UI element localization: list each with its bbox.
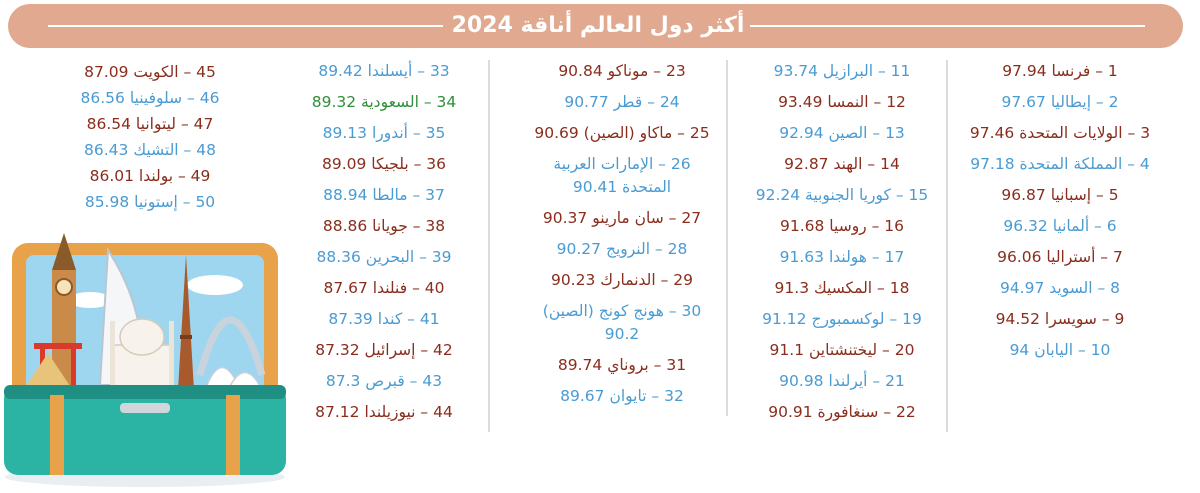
ranking-item: 47 – ليتوانيا 86.54 [86, 115, 214, 133]
ranking-item: 42 – إسرائيل 87.32 [315, 341, 453, 359]
ranking-item: 7 – أستراليا 96.06 [997, 248, 1123, 266]
ranking-item: 28 – النرويج 90.27 [556, 240, 688, 258]
ranking-item: 45 – الكويت 87.09 [84, 63, 216, 81]
ranking-item: 27 – سان مارينو 90.37 [542, 209, 702, 227]
ranking-item: 29 – الدنمارك 90.23 [550, 271, 694, 289]
ranking-item: 43 – قبرص 87.3 [325, 372, 443, 390]
ranking-item: 26 – الإمارات العربية المتحدة 90.41 [553, 155, 691, 196]
ranking-item: 40 – فنلندا 87.67 [323, 279, 445, 297]
ranking-item: 36 – بلجيكا 89.09 [321, 155, 447, 173]
travel-suitcase-illustration [4, 233, 286, 487]
ranking-item: 35 – أندورا 89.13 [322, 124, 446, 142]
banner-rule-left [48, 25, 443, 27]
ranking-item: 13 – الصين 92.94 [779, 124, 905, 142]
ranking-item: 16 – روسيا 91.68 [780, 217, 904, 235]
ranking-item: 10 – اليابان 94 [1009, 341, 1111, 359]
ranking-column-3: 23 – موناكو 90.84 24 – قطر 90.77 25 – ماكا… [530, 60, 728, 416]
ranking-item: 4 – المملكة المتحدة 97.18 [970, 155, 1150, 173]
ranking-item: 15 – كوريا الجنوبية 92.24 [755, 186, 929, 204]
ranking-item: 24 – قطر 90.77 [564, 93, 680, 111]
ranking-item: 6 – ألمانيا 96.32 [1003, 217, 1117, 235]
ranking-item: 44 – نيوزيلندا 87.12 [315, 403, 453, 421]
ranking-item: 32 – تايوان 89.67 [560, 387, 684, 405]
ranking-item: 50 – إستونيا 85.98 [84, 193, 216, 211]
ranking-item: 12 – النمسا 93.49 [778, 93, 906, 111]
ranking-item: 25 – ماكاو (الصين) 90.69 [534, 124, 710, 142]
ranking-item: 23 – موناكو 90.84 [558, 62, 686, 80]
banner-rule-right [750, 25, 1145, 27]
ranking-item: 21 – أيرلندا 90.98 [779, 372, 905, 390]
ranking-item: 9 – سويسرا 94.52 [995, 310, 1125, 328]
ranking-item: 17 – هولندا 91.63 [779, 248, 905, 266]
ranking-item: 33 – أيسلندا 89.42 [318, 62, 450, 80]
ranking-column-4: 33 – أيسلندا 89.42 34 – السعودية 89.32 35 … [292, 60, 490, 432]
ranking-item: 34 – السعودية 89.32 [311, 93, 457, 111]
ranking-item: 2 – إيطاليا 97.67 [1001, 93, 1119, 111]
ranking-item: 11 – البرازيل 93.74 [773, 62, 911, 80]
ranking-item: 30 – هونج كونج (الصين) 90.2 [542, 302, 702, 343]
ranking-item: 38 – جويانا 88.86 [322, 217, 446, 235]
ranking-item: 46 – سلوفينيا 86.56 [80, 89, 220, 107]
ranking-item: 37 – مالطا 88.94 [323, 186, 445, 204]
ranking-item: 1 – فرنسا 97.94 [1002, 62, 1118, 80]
ranking-column-5: 45 – الكويت 87.09 46 – سلوفينيا 86.56 47 –… [58, 60, 242, 216]
ranking-item: 31 – بروناي 89.74 [557, 356, 687, 374]
ranking-item: 19 – لوكسمبورج 91.12 [762, 310, 922, 328]
page-title: أكثر دول العالم أناقة 2024 [451, 13, 745, 38]
ranking-item: 3 – الولايات المتحدة 97.46 [969, 124, 1151, 142]
ranking-item: 5 – إسبانيا 96.87 [1001, 186, 1119, 204]
title-banner: أكثر دول العالم أناقة 2024 [8, 4, 1183, 48]
ranking-item: 48 – التشيك 86.43 [84, 141, 216, 159]
ranking-item: 18 – المكسيك 91.3 [774, 279, 910, 297]
ranking-item: 20 – ليختنشتاين 91.1 [769, 341, 915, 359]
ranking-column-1: 1 – فرنسا 97.94 2 – إيطاليا 97.67 3 – الول… [968, 60, 1152, 370]
ranking-item: 22 – سنغافورة 90.91 [768, 403, 916, 421]
ranking-item: 8 – السويد 94.97 [999, 279, 1121, 297]
ranking-item: 14 – الهند 92.87 [784, 155, 900, 173]
ranking-item: 41 – كندا 87.39 [328, 310, 440, 328]
ranking-item: 39 – البحرين 88.36 [316, 248, 452, 266]
ranking-column-2: 11 – البرازيل 93.74 12 – النمسا 93.49 13 –… [750, 60, 948, 432]
ranking-item: 49 – بولندا 86.01 [89, 167, 211, 185]
